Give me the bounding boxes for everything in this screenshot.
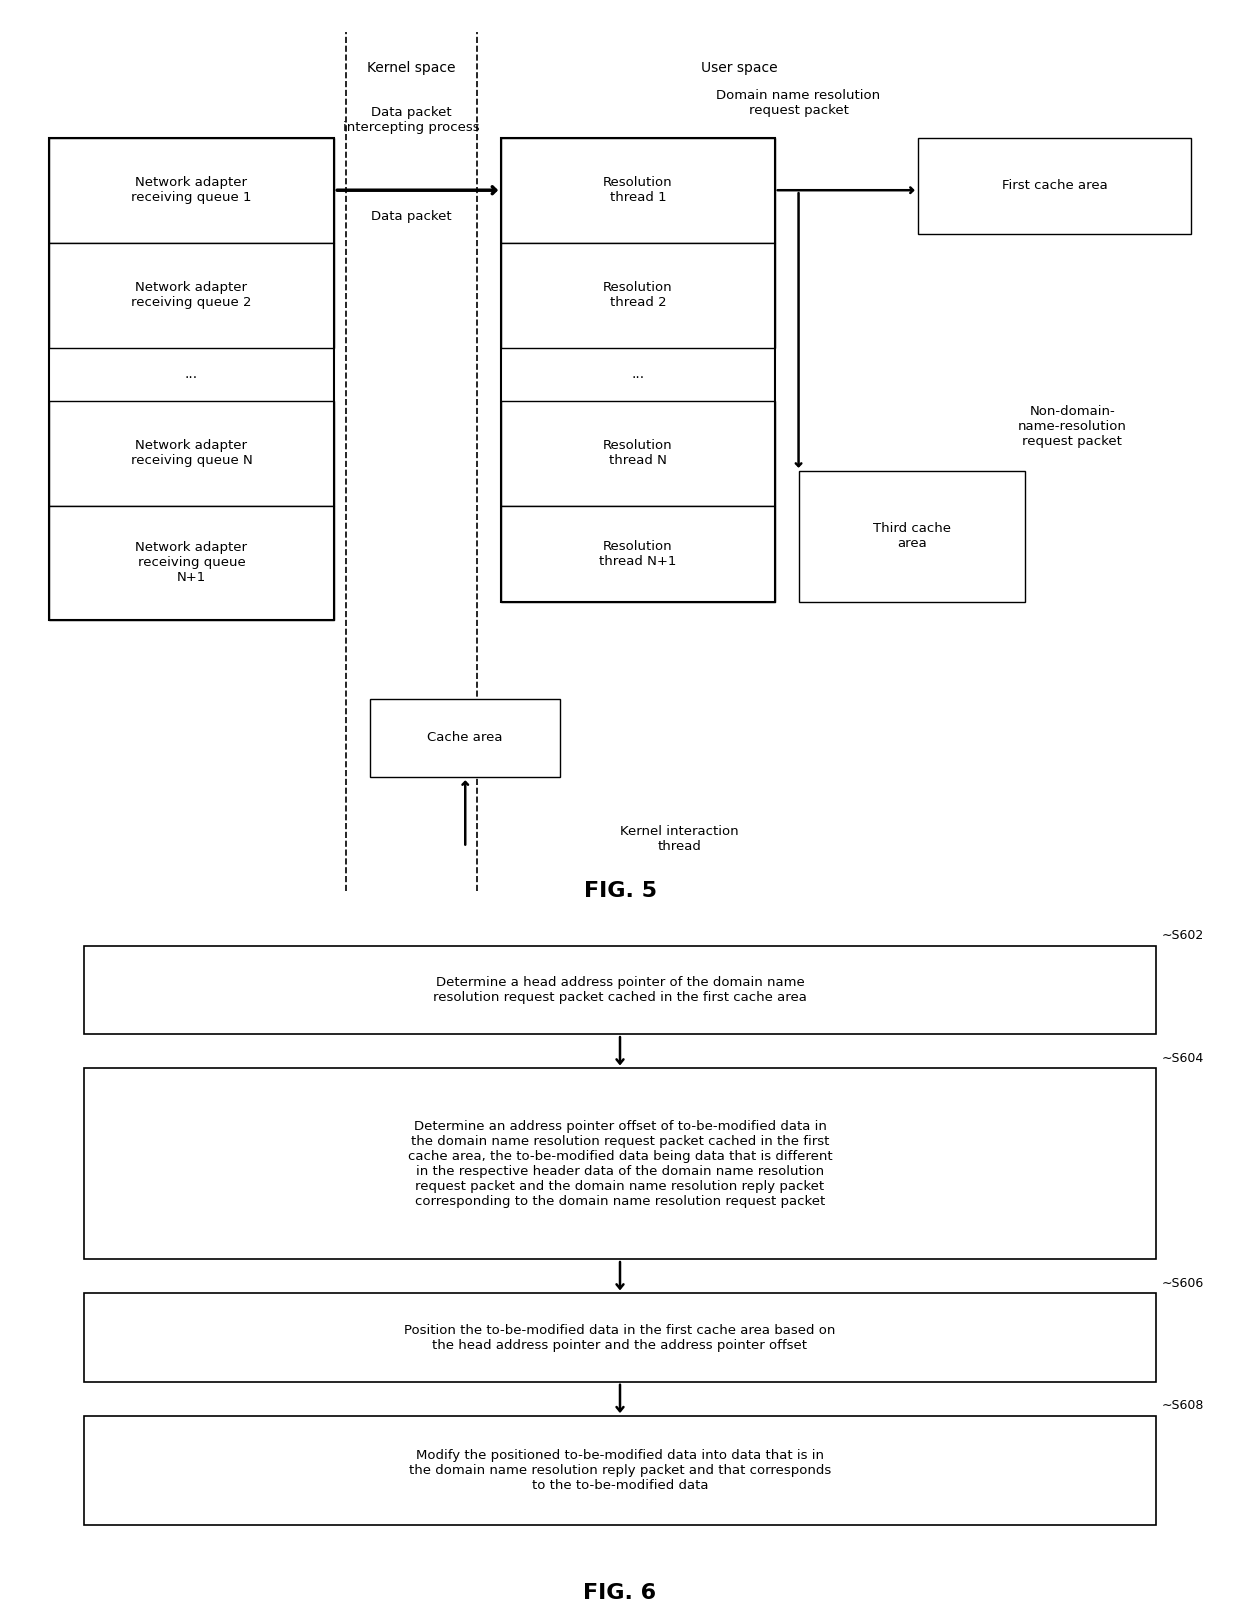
Text: Network adapter
receiving queue 1: Network adapter receiving queue 1 (131, 177, 252, 204)
Text: Domain name resolution
request packet: Domain name resolution request packet (717, 89, 880, 117)
Text: ...: ... (631, 367, 645, 381)
Text: Non-domain-
name-resolution
request packet: Non-domain- name-resolution request pack… (1018, 406, 1127, 448)
Text: Determine a head address pointer of the domain name
resolution request packet ca: Determine a head address pointer of the … (433, 975, 807, 1005)
Text: Third cache
area: Third cache area (873, 523, 951, 550)
Text: Kernel space: Kernel space (367, 60, 456, 75)
Text: Network adapter
receiving queue
N+1: Network adapter receiving queue N+1 (135, 540, 248, 584)
FancyBboxPatch shape (84, 1415, 1156, 1526)
Text: Data packet
intercepting process: Data packet intercepting process (343, 105, 480, 135)
Text: Resolution
thread N+1: Resolution thread N+1 (599, 540, 677, 568)
FancyBboxPatch shape (501, 506, 775, 602)
FancyBboxPatch shape (918, 138, 1192, 234)
Text: Kernel interaction
thread: Kernel interaction thread (620, 824, 739, 852)
Text: User space: User space (701, 60, 777, 75)
FancyBboxPatch shape (84, 1068, 1156, 1259)
Text: Network adapter
receiving queue N: Network adapter receiving queue N (130, 440, 252, 467)
FancyBboxPatch shape (799, 471, 1024, 602)
Text: Resolution
thread 2: Resolution thread 2 (603, 281, 672, 310)
FancyBboxPatch shape (501, 138, 775, 243)
FancyBboxPatch shape (84, 1294, 1156, 1381)
Text: ∼S604: ∼S604 (1162, 1052, 1204, 1065)
FancyBboxPatch shape (48, 401, 335, 506)
Text: Modify the positioned to-be-modified data into data that is in
the domain name r: Modify the positioned to-be-modified dat… (409, 1449, 831, 1492)
Text: Determine an address pointer offset of to-be-modified data in
the domain name re: Determine an address pointer offset of t… (408, 1120, 832, 1208)
FancyBboxPatch shape (84, 946, 1156, 1034)
Text: FIG. 5: FIG. 5 (584, 881, 656, 901)
Text: ...: ... (185, 367, 198, 381)
Text: ∼S608: ∼S608 (1162, 1399, 1204, 1412)
FancyBboxPatch shape (48, 243, 335, 347)
Text: Position the to-be-modified data in the first cache area based on
the head addre: Position the to-be-modified data in the … (404, 1323, 836, 1352)
FancyBboxPatch shape (501, 243, 775, 347)
Text: Resolution
thread N: Resolution thread N (603, 440, 672, 467)
Text: Data packet: Data packet (371, 209, 453, 222)
Text: First cache area: First cache area (1002, 179, 1107, 193)
FancyBboxPatch shape (370, 698, 560, 777)
FancyBboxPatch shape (48, 506, 335, 620)
Text: Network adapter
receiving queue 2: Network adapter receiving queue 2 (131, 281, 252, 310)
FancyBboxPatch shape (501, 401, 775, 506)
Text: Resolution
thread 1: Resolution thread 1 (603, 177, 672, 204)
Text: ∼S606: ∼S606 (1162, 1277, 1204, 1290)
FancyBboxPatch shape (48, 138, 335, 243)
Text: ∼S602: ∼S602 (1162, 928, 1204, 941)
Text: FIG. 6: FIG. 6 (584, 1582, 656, 1604)
Text: Cache area: Cache area (428, 732, 503, 745)
